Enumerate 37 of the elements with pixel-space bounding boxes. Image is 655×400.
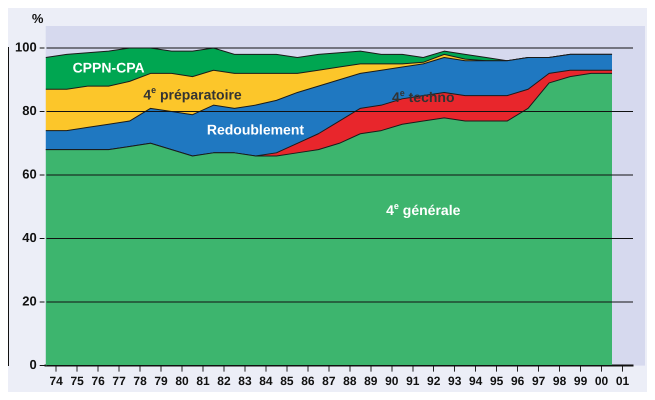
x-tick-label: 96 [510, 374, 525, 388]
x-tick-label: 01 [616, 374, 630, 388]
y-axis-title: % [32, 11, 44, 26]
x-tick-label: 91 [406, 374, 420, 388]
x-tick-label: 84 [259, 374, 273, 388]
x-tick-label: 93 [448, 374, 462, 388]
x-tick-label: 86 [301, 374, 315, 388]
y-tick-label: 20 [22, 294, 37, 309]
x-tick-label: 75 [70, 374, 84, 388]
x-tick-label: 80 [175, 374, 190, 388]
x-tick-label: 88 [343, 374, 357, 388]
x-tick-label: 90 [385, 374, 399, 388]
x-tick-label: 82 [217, 374, 231, 388]
x-tick-label: 95 [490, 374, 504, 388]
x-tick-label: 92 [427, 374, 441, 388]
x-tick-label: 98 [552, 374, 567, 388]
x-tick-label: 79 [154, 374, 168, 388]
x-tick-label: 83 [238, 374, 252, 388]
y-tick-label: 100 [14, 40, 37, 55]
x-tick-label: 74 [50, 374, 64, 388]
x-tick-label: 85 [280, 374, 294, 388]
x-tick-label: 81 [196, 374, 210, 388]
y-tick-label: 60 [22, 166, 37, 182]
x-tick-label: 00 [594, 374, 609, 388]
x-tick-label: 77 [112, 374, 126, 388]
y-tick-label: 80 [22, 103, 37, 118]
series-label: CPPN-CPA [72, 60, 145, 76]
x-tick-label: 78 [133, 374, 148, 388]
x-tick-label: 94 [469, 374, 483, 388]
x-tick-label: 76 [91, 374, 106, 388]
y-tick-label: 40 [22, 230, 37, 246]
series-label: Redoublement [206, 121, 304, 138]
x-tick-label: 99 [574, 374, 588, 388]
x-tick-label: 87 [322, 374, 336, 388]
x-tick-label: 89 [364, 374, 378, 388]
y-tick-label: 0 [29, 357, 37, 372]
x-tick-label: 97 [532, 374, 546, 388]
